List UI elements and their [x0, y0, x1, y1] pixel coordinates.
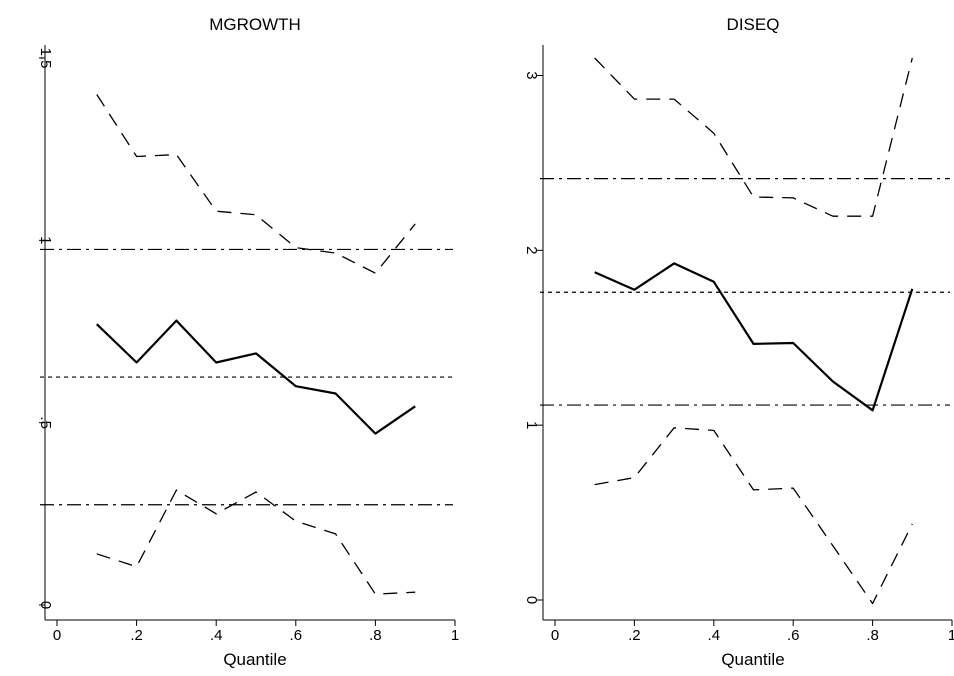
chart-title: DISEQ	[727, 15, 780, 34]
y-tick-label: .5	[37, 416, 54, 429]
y-tick-label: 0	[37, 601, 54, 609]
x-tick-label: 0	[53, 627, 61, 644]
x-tick-label: .8	[866, 627, 879, 644]
x-tick-label: .8	[369, 627, 382, 644]
y-tick-label: 2	[523, 246, 540, 254]
x-tick-label: .6	[290, 627, 303, 644]
confidence-band-line	[594, 57, 913, 217]
estimate-line	[594, 262, 914, 412]
y-tick-label: 1.5	[37, 48, 54, 69]
x-tick-label: 1	[451, 627, 459, 644]
x-tick-label: .4	[210, 627, 223, 644]
y-tick-label: 1	[37, 236, 54, 244]
x-tick-label: 0	[551, 627, 559, 644]
x-tick-label: .4	[708, 627, 721, 644]
x-axis-label: Quantile	[721, 650, 784, 669]
x-axis-label: Quantile	[223, 650, 286, 669]
x-tick-label: .2	[628, 627, 641, 644]
chart-panel-diseq: DISEQ Quantile 0 .2 .4 .6 .8 1 0 1 2 3	[523, 15, 954, 669]
y-tick-label: 1	[523, 421, 540, 429]
confidence-band-line	[594, 427, 913, 605]
x-tick-label: 1	[948, 627, 954, 644]
chart-title: MGROWTH	[209, 15, 301, 34]
y-tick-label: 3	[523, 71, 540, 79]
confidence-band-line	[96, 94, 416, 274]
chart-panel-mgrowth: MGROWTH Quantile 0 .2 .4 .6 .8 1 0 .5 1 1.5	[37, 15, 459, 669]
x-tick-label: .2	[130, 627, 143, 644]
confidence-band-line	[96, 489, 416, 595]
y-tick-label: 0	[523, 596, 540, 604]
x-tick-label: .6	[787, 627, 800, 644]
estimate-line	[96, 319, 416, 435]
